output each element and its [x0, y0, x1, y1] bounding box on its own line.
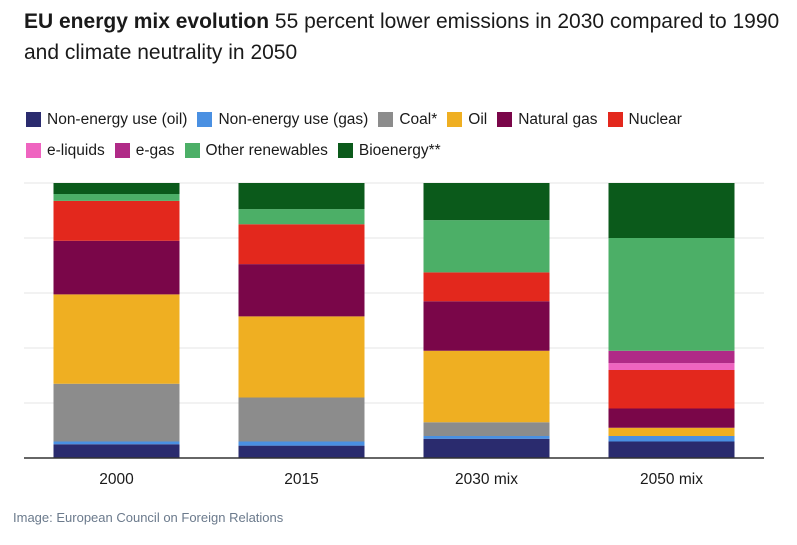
- legend-swatch: [114, 143, 130, 158]
- x-tick-label: 2050 mix: [640, 471, 703, 488]
- chart-title: EU energy mix evolution 55 percent lower…: [24, 6, 784, 68]
- bar-segment-2000-nuclear: [53, 200, 180, 241]
- bar-segment-2030-mix-non-energy-use-oil: [423, 438, 550, 458]
- legend-swatch: [197, 112, 213, 127]
- legend-swatch: [26, 112, 41, 127]
- bar-segment-2015-natural-gas: [238, 264, 365, 317]
- bar-segment-2000-coal: [53, 383, 180, 442]
- bar-segment-2050-mix-nuclear: [608, 370, 735, 409]
- chart-title-bold: EU energy mix evolution: [24, 10, 270, 33]
- legend-item-coal: Coal*: [378, 111, 437, 129]
- legend-item-oil: Oil: [447, 111, 487, 129]
- legend-swatch: [497, 112, 513, 127]
- bar-segment-2050-mix-e-liquids: [608, 363, 735, 370]
- legend-label: Bioenergy**: [358, 141, 441, 159]
- bar-segment-2030-mix-natural-gas: [423, 301, 550, 351]
- bar-segment-2050-mix-oil: [608, 427, 735, 436]
- legend-label: Nuclear: [628, 110, 682, 128]
- legend-label: Oil: [468, 110, 488, 128]
- legend-row: Non-energy use (oil) Non-energy use (gas)…: [26, 104, 786, 135]
- legend-label: e-liquids: [47, 141, 105, 159]
- bar-segment-2030-mix-coal: [423, 422, 550, 436]
- legend: Non-energy use (oil) Non-energy use (gas)…: [26, 104, 786, 166]
- bar-segment-2030-mix-nuclear: [423, 272, 550, 302]
- legend-swatch: [447, 112, 463, 127]
- bar-segment-2050-mix-non-energy-use-oil: [608, 441, 735, 458]
- legend-item-non-energy-use-oil: Non-energy use (oil): [26, 111, 187, 129]
- legend-item-other-renewables: Other renewables: [184, 141, 328, 160]
- legend-item-natural-gas: Natural gas: [497, 110, 598, 129]
- bar-segment-2050-mix-non-energy-use-gas: [608, 436, 735, 442]
- x-tick-label: 2015: [284, 471, 318, 488]
- legend-swatch: [184, 143, 200, 158]
- bar-segment-2000-non-energy-use-oil: [53, 444, 180, 458]
- bar-segment-2030-mix-oil: [423, 350, 550, 423]
- bar-segment-2015-bioenergy: [238, 183, 365, 210]
- bar-segment-2050-mix-other-renewables: [608, 238, 735, 351]
- legend-swatch: [337, 143, 353, 158]
- legend-item-e-gas: e-gas: [114, 141, 175, 160]
- legend-swatch: [378, 112, 394, 127]
- legend-label: Other renewables: [205, 141, 328, 159]
- bar-segment-2050-mix-natural-gas: [608, 408, 735, 428]
- chart-subtitle: 55 percent lower emissions in 2030 compa…: [24, 10, 780, 64]
- legend-swatch: [607, 112, 623, 127]
- legend-swatch: [26, 143, 41, 158]
- bar-segment-2015-nuclear: [238, 224, 365, 265]
- bar-segment-2050-mix-e-gas: [608, 350, 735, 364]
- bar-segment-2015-other-renewables: [238, 209, 365, 225]
- bar-segment-2015-non-energy-use-gas: [238, 441, 365, 446]
- chart-area: 2000 2015 2030 mix 2050 mix: [24, 178, 764, 498]
- image-credit: Image: European Council on Foreign Relat…: [13, 510, 284, 525]
- bar-segment-2000-bioenergy: [53, 183, 180, 194]
- legend-label: e-gas: [135, 141, 175, 159]
- legend-item-bioenergy: Bioenergy**: [337, 141, 441, 160]
- legend-label: Natural gas: [518, 110, 598, 128]
- bar-segment-2000-non-energy-use-gas: [53, 441, 180, 445]
- bar-segment-2000-other-renewables: [53, 194, 180, 201]
- bar-segment-2015-oil: [238, 316, 365, 398]
- legend-label: Non-energy use (gas): [218, 110, 369, 128]
- stacked-bar-chart: 2000 2015 2030 mix 2050 mix: [24, 182, 764, 488]
- x-tick-label: 2030 mix: [455, 471, 518, 488]
- x-tick-label: 2000: [99, 471, 134, 488]
- legend-item-non-energy-use-gas: Non-energy use (gas): [197, 111, 368, 129]
- bar-segment-2030-mix-bioenergy: [423, 183, 550, 221]
- legend-row: e-liquids e-gas Other renewables Bioenergy*…: [26, 135, 786, 166]
- bar-segment-2015-coal: [238, 397, 365, 442]
- bar-segment-2050-mix-bioenergy: [608, 183, 735, 238]
- bar-segment-2000-oil: [53, 294, 180, 384]
- legend-item-e-liquids: e-liquids: [26, 142, 105, 160]
- legend-label: Non-energy use (oil): [47, 110, 188, 128]
- legend-item-nuclear: Nuclear: [607, 110, 682, 129]
- legend-label: Coal*: [399, 110, 438, 128]
- bar-segment-2000-natural-gas: [53, 240, 180, 295]
- bar-segment-2030-mix-other-renewables: [423, 220, 550, 273]
- bar-segment-2015-non-energy-use-oil: [238, 445, 365, 458]
- bar-segment-2030-mix-non-energy-use-gas: [423, 436, 550, 439]
